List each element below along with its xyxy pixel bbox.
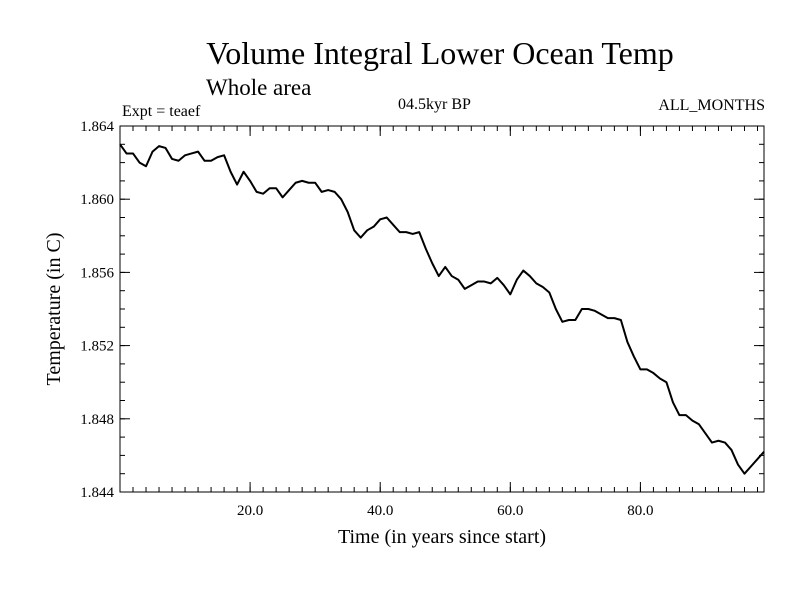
axis-ticks [120,125,764,493]
y-tick-label: 1.864 [80,119,114,135]
x-tick-label: 40.0 [367,503,393,519]
y-tick-label: 1.844 [80,485,114,501]
x-axis-label: Time (in years since start) [338,526,546,548]
chart-title: Volume Integral Lower Ocean Temp [206,35,674,71]
y-tick-label: 1.848 [80,412,114,428]
x-tick-label: 80.0 [627,503,653,519]
x-tick-label: 20.0 [237,503,263,519]
y-tick-label: 1.852 [80,339,114,355]
y-axis-label: Temperature (in C) [43,233,65,386]
y-tick-label: 1.856 [80,265,114,281]
x-tick-label: 60.0 [497,503,523,519]
y-tick-label: 1.860 [80,192,114,208]
chart-subtitle: Whole area [206,75,311,100]
axis-tick-labels: 20.0 40.0 60.0 80.0 1.844 1.848 1.852 1.856 1.86… [80,119,653,519]
series-line-teaef [119,143,765,475]
period-label: 04.5kyr BP [398,96,471,113]
plot-frame [119,125,765,493]
months-label: ALL_MONTHS [658,97,765,114]
expt-label: Expt = teaef [122,103,201,120]
